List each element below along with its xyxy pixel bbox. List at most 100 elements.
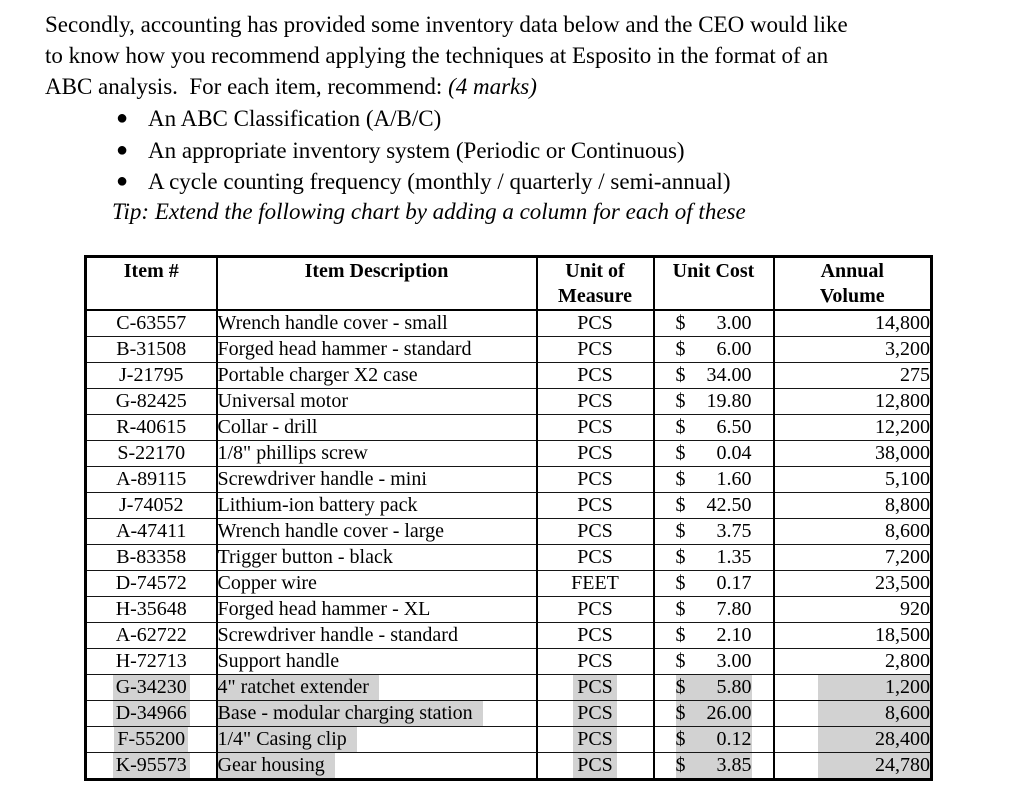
item-number-cell: J-74052 xyxy=(84,492,218,519)
item-description-cell: Portable charger X2 case xyxy=(215,362,538,389)
bullet-item: ● An ABC Classification (A/B/C) xyxy=(116,103,730,135)
item-description-value: Base - modular charging station xyxy=(218,701,483,726)
item-description-value: Screwdriver handle - mini xyxy=(217,468,427,490)
unit-cost-cell: $6.50 xyxy=(652,414,775,441)
unit-cost-cell: $5.80 xyxy=(652,674,775,701)
unit-cost-group: $34.00 xyxy=(676,364,752,389)
unit-cost-group: $6.00 xyxy=(675,338,752,363)
item-description-value: Portable charger X2 case xyxy=(217,364,418,386)
item-number-cell: D-34966 xyxy=(84,700,218,727)
unit-cost-value: 42.50 xyxy=(706,494,752,516)
item-description-value: Universal motor xyxy=(217,390,349,412)
unit-of-measure-value: PCS xyxy=(573,701,617,726)
annual-volume-value: 2,800 xyxy=(885,650,930,672)
currency-symbol: $ xyxy=(675,572,686,594)
bullet-list: ● An ABC Classification (A/B/C) ● An app… xyxy=(116,103,730,198)
unit-cost-value: 6.00 xyxy=(716,338,752,360)
unit-of-measure-cell: FEET xyxy=(535,570,655,597)
annual-volume-value: 14,800 xyxy=(875,312,930,334)
currency-symbol: $ xyxy=(675,494,686,516)
table-row: A-89115 Screwdriver handle - mini PCS $1.60… xyxy=(84,466,933,493)
annual-volume-cell: 12,200 xyxy=(772,414,933,441)
item-number-value: G-82425 xyxy=(115,390,187,412)
unit-of-measure-cell: PCS xyxy=(535,648,655,675)
unit-cost-cell: $1.35 xyxy=(652,544,775,571)
unit-of-measure-cell: PCS xyxy=(535,466,655,493)
currency-symbol: $ xyxy=(675,728,686,750)
bullet-icon: ● xyxy=(116,138,129,161)
unit-cost-cell: $0.04 xyxy=(652,440,775,467)
annual-volume-cell: 28,400 xyxy=(772,726,933,753)
item-number-cell: G-82425 xyxy=(84,388,218,415)
item-description-value: Gear housing xyxy=(218,753,335,778)
item-description-cell: Lithium-ion battery pack xyxy=(215,492,538,519)
annual-volume-value: 38,000 xyxy=(875,442,930,464)
item-number-value: R-40615 xyxy=(116,416,187,438)
table-row: H-35648 Forged head hammer - XL PCS $7.80 92… xyxy=(84,596,933,623)
unit-of-measure-value: PCS xyxy=(577,494,613,516)
annual-volume-value: 7,200 xyxy=(885,546,930,568)
unit-of-measure-cell: PCS xyxy=(535,388,655,415)
unit-of-measure-cell: PCS xyxy=(535,700,655,727)
item-description-cell: 4" ratchet extender xyxy=(215,674,538,701)
unit-cost-group: $0.12 xyxy=(675,727,752,752)
item-number-value: J-21795 xyxy=(119,364,184,386)
item-number-value: A-89115 xyxy=(116,468,187,490)
item-description-value: Support handle xyxy=(217,650,340,672)
unit-cost-group: $0.17 xyxy=(675,572,752,597)
unit-cost-cell: $26.00 xyxy=(652,700,775,727)
table-row: R-40615 Collar - drill PCS $6.50 12,200 xyxy=(84,414,933,441)
table-row: D-34966 Base - modular charging station PC… xyxy=(84,700,933,727)
header-unit-of-measure: Unit of Measure xyxy=(535,256,655,311)
table-row: G-34230 4" ratchet extender PCS $5.80 1,200 xyxy=(84,674,933,701)
annual-volume-value: 1,200 xyxy=(818,675,930,700)
table-row: B-31508 Forged head hammer - standard PCS $… xyxy=(84,336,933,363)
table-row: C-63557 Wrench handle cover - small PCS $3.… xyxy=(84,309,933,337)
item-description-cell: Forged head hammer - standard xyxy=(215,336,538,363)
unit-of-measure-value: PCS xyxy=(577,546,613,568)
item-description-cell: Screwdriver handle - mini xyxy=(215,466,538,493)
item-number-value: G-34230 xyxy=(112,675,190,700)
table-row: D-74572 Copper wire FEET $0.17 23,500 xyxy=(84,570,933,597)
item-number-value: S-22170 xyxy=(117,442,186,464)
item-description-cell: Base - modular charging station xyxy=(215,700,538,727)
unit-cost-cell: $3.75 xyxy=(652,518,775,545)
currency-symbol: $ xyxy=(675,338,686,360)
bullet-icon: ● xyxy=(116,170,129,192)
unit-of-measure-value: FEET xyxy=(571,572,619,594)
annual-volume-cell: 1,200 xyxy=(772,674,933,701)
item-description-cell: Universal motor xyxy=(215,388,538,415)
table-row: A-47411 Wrench handle cover - large PCS $3.… xyxy=(84,518,933,545)
unit-of-measure-cell: PCS xyxy=(535,440,655,467)
item-number-cell: J-21795 xyxy=(84,362,218,389)
unit-cost-value: 34.00 xyxy=(706,364,752,386)
unit-cost-value: 3.00 xyxy=(716,312,752,334)
unit-of-measure-value: PCS xyxy=(577,338,613,360)
annual-volume-value: 5,100 xyxy=(885,468,930,490)
item-number-value: B-31508 xyxy=(116,338,187,360)
unit-cost-group: $42.50 xyxy=(675,494,752,519)
unit-of-measure-cell: PCS xyxy=(535,596,655,623)
item-number-cell: R-40615 xyxy=(84,414,218,441)
unit-cost-cell: $3.85 xyxy=(652,752,775,780)
unit-cost-value: 7.80 xyxy=(716,598,752,620)
bullet-item-label: A cycle counting frequency (monthly / qu… xyxy=(148,169,731,194)
unit-of-measure-cell: PCS xyxy=(535,336,655,363)
bullet-item-label: An ABC Classification (A/B/C) xyxy=(148,106,442,131)
unit-cost-value: 1.35 xyxy=(716,546,752,568)
paragraph-text: ABC analysis. For each item, recommend: xyxy=(45,74,449,99)
inventory-table: Item # Item Description Unit of Measure … xyxy=(84,255,933,781)
bullet-item: ● An appropriate inventory system (Perio… xyxy=(116,135,730,167)
unit-cost-value: 2.10 xyxy=(716,624,752,646)
annual-volume-value: 920 xyxy=(900,598,930,620)
unit-of-measure-cell: PCS xyxy=(535,362,655,389)
header-item-description: Item Description xyxy=(215,256,538,311)
table-row: F-55200 1/4" Casing clip PCS $0.12 28,400 xyxy=(84,726,933,753)
item-number-cell: A-89115 xyxy=(84,466,218,493)
annual-volume-value: 275 xyxy=(900,364,930,386)
annual-volume-value: 23,500 xyxy=(875,572,930,594)
unit-of-measure-value: PCS xyxy=(577,468,613,490)
item-description-value: Collar - drill xyxy=(217,416,318,438)
item-description-cell: Trigger button - black xyxy=(215,544,538,571)
annual-volume-cell: 14,800 xyxy=(772,309,933,337)
